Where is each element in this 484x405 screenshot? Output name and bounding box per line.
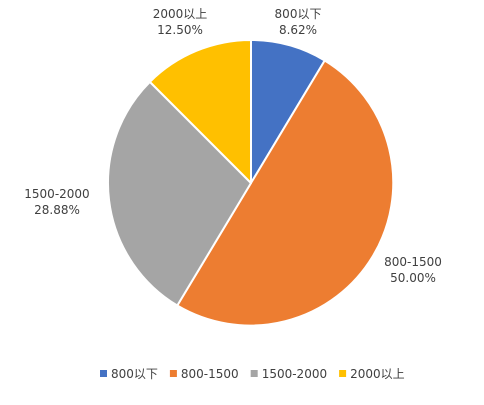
slice-labels: 800以下 8.62% 800-1500 50.00% 1500-2000 28.88% 2…	[24, 7, 442, 285]
slice-value-label: 8.62%	[279, 23, 317, 37]
legend-label: 800以下	[111, 367, 158, 381]
slice-category-label: 800以下	[275, 7, 322, 21]
pie-slice-4	[148, 39, 252, 184]
slice-category-label: 800-1500	[384, 255, 442, 269]
legend-label: 1500-2000	[262, 367, 327, 381]
slice-category-label: 2000以上	[153, 7, 208, 21]
slice-value-label: 12.50%	[157, 23, 203, 37]
legend-swatch	[169, 370, 177, 377]
slice-category-label: 1500-2000	[24, 187, 89, 201]
legend-label: 800-1500	[181, 367, 239, 381]
legend-swatch	[100, 370, 107, 377]
pie-slice-2	[176, 59, 395, 327]
pie-slice-3	[107, 80, 252, 307]
slice-value-label: 50.00%	[390, 271, 436, 285]
pie-slices	[107, 39, 395, 327]
legend: 800以下 800-1500 1500-2000 2000以上	[100, 367, 405, 381]
legend-swatch	[339, 370, 347, 377]
legend-swatch	[250, 370, 258, 377]
legend-label: 2000以上	[350, 367, 405, 381]
slice-value-label: 28.88%	[34, 203, 80, 217]
